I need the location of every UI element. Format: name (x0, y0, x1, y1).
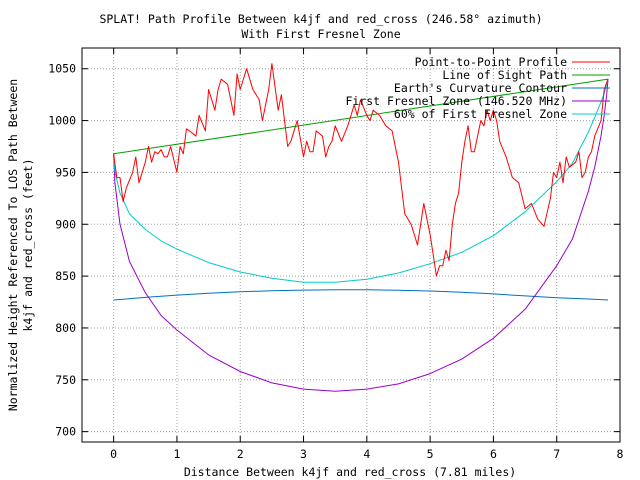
x-tick-label: 8 (617, 447, 624, 461)
series-lines (113, 63, 609, 392)
y-axis-label-line1: Normalized Height Referenced To LOS Path… (6, 79, 20, 411)
x-tick-label: 0 (110, 447, 117, 461)
x-tick-label: 2 (237, 447, 244, 461)
legend-label-first-fresnel-zone: First Fresnel Zone (146.520 MHz) (345, 94, 567, 108)
x-tick-label: 7 (553, 447, 560, 461)
x-tick-label: 4 (363, 447, 370, 461)
y-axis-label-line2: k4jf and red_cross (feet) (21, 158, 35, 331)
legend-label-fresnel-zone-60-percent: 60% of First Fresnel Zone (394, 107, 567, 121)
y-tick-label: 750 (55, 373, 76, 387)
plot-frame (81, 47, 621, 443)
y-tick-label: 850 (55, 269, 76, 283)
legend-label-point-to-point-profile: Point-to-Point Profile (415, 55, 567, 69)
y-tick-label: 900 (55, 217, 76, 231)
y-tick-label: 1050 (48, 62, 76, 76)
line-of-sight-path-line (113, 78, 609, 155)
x-tick-label: 6 (490, 447, 497, 461)
y-tick-label: 800 (55, 321, 76, 335)
legend-label-line-of-sight-path: Line of Sight Path (442, 68, 567, 82)
axis-ticks: 0 1 2 3 4 5 6 7 8 700 750 800 850 900 950 1000 1050 (48, 48, 624, 461)
x-axis-label: Distance Between k4jf and red_cross (7.8… (184, 465, 516, 479)
first-fresnel-zone-line (113, 79, 609, 392)
y-tick-label: 950 (55, 165, 76, 179)
chart-title-line1: SPLAT! Path Profile Between k4jf and red… (99, 12, 542, 26)
y-tick-label: 700 (55, 425, 76, 439)
x-tick-label: 5 (427, 447, 434, 461)
x-tick-label: 1 (173, 447, 180, 461)
y-tick-label: 1000 (48, 114, 76, 128)
legend-label-earth-curvature-contour: Earth's Curvature Contour (394, 81, 567, 95)
fresnel-zone-60-percent-line (113, 78, 609, 283)
point-to-point-profile-line (113, 63, 609, 277)
chart-title-line2: With First Fresnel Zone (241, 27, 400, 41)
x-tick-label: 3 (300, 447, 307, 461)
earth-curvature-contour-line (113, 289, 609, 301)
